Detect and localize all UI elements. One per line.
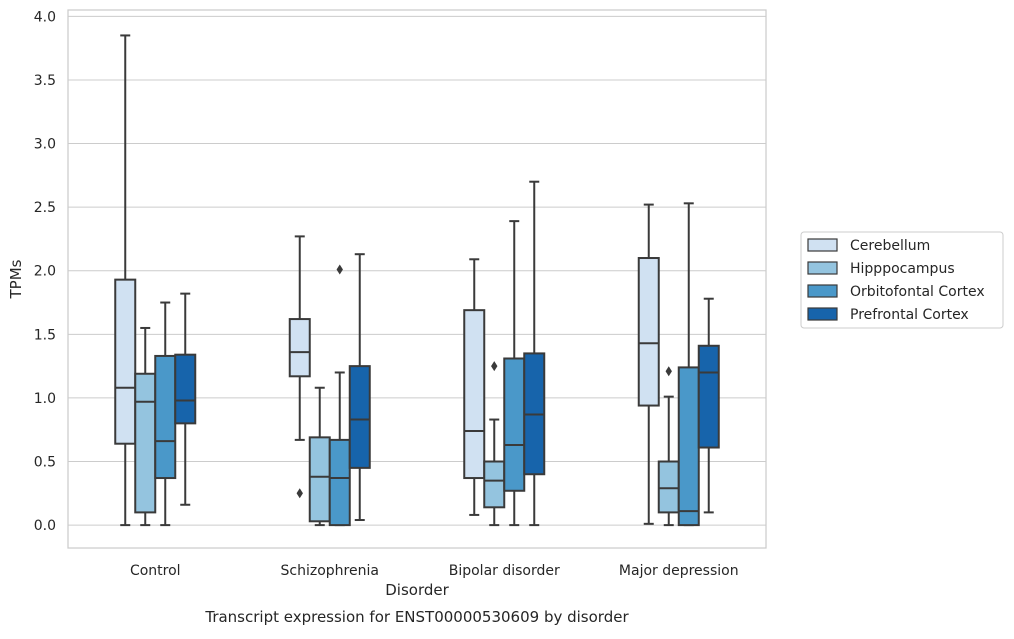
box-hipppocampus — [657, 366, 680, 527]
legend-label: Cerebellum — [850, 238, 930, 254]
legend-swatch — [807, 307, 838, 321]
outlier-point — [296, 488, 303, 499]
box-iqr — [174, 353, 197, 425]
legend-swatch — [807, 261, 838, 275]
box-prefrontal-cortex — [523, 180, 546, 527]
box-iqr — [328, 438, 351, 527]
y-tick-label: 1.5 — [34, 327, 56, 343]
legend-swatch — [807, 284, 838, 298]
legend-label: Orbitofontal Cortex — [850, 284, 985, 300]
box-iqr — [463, 309, 486, 480]
legend-swatch — [807, 238, 838, 252]
box-iqr — [348, 365, 371, 469]
plot-frame — [67, 9, 767, 549]
box-iqr — [677, 366, 700, 527]
y-axis-label: TPMs — [7, 259, 25, 299]
box-cerebellum — [463, 258, 486, 516]
legend-frame — [800, 231, 1004, 329]
x-tick-label: Control — [130, 563, 181, 579]
x-axis-label: Disorder — [385, 581, 449, 599]
box-iqr — [154, 354, 177, 480]
box-iqr — [308, 436, 331, 523]
y-tick-label: 3.5 — [34, 73, 56, 89]
y-axis-ticks: 0.0 0.5 1.0 1.5 2.0 2.5 3.0 3.5 4.0 — [34, 9, 56, 534]
x-tick-label: Major depression — [619, 563, 739, 579]
y-tick-label: 1.0 — [34, 391, 56, 407]
box-series — [114, 34, 720, 527]
y-tick-label: 2.0 — [34, 264, 56, 280]
x-tick-label: Bipolar disorder — [449, 563, 560, 579]
outlier-point — [665, 366, 672, 377]
x-axis-ticks: Control Schizophrenia Bipolar disorder Majo… — [130, 563, 739, 579]
outlier-point — [336, 264, 343, 275]
box-orbitofontal-cortex — [503, 220, 526, 527]
box-prefrontal-cortex — [697, 297, 720, 514]
box-iqr — [697, 344, 720, 449]
box-orbitofontal-cortex — [328, 264, 351, 527]
y-tick-label: 3.0 — [34, 137, 56, 153]
box-cerebellum — [288, 235, 311, 499]
y-tick-label: 4.0 — [34, 9, 56, 25]
box-iqr — [657, 460, 680, 514]
box-iqr — [134, 372, 157, 514]
chart-caption: Transcript expression for ENST0000053060… — [204, 608, 629, 626]
box-iqr — [637, 257, 660, 407]
box-iqr — [483, 460, 506, 509]
y-tick-label: 0.5 — [34, 455, 56, 471]
box-prefrontal-cortex — [348, 253, 371, 522]
legend-label: Prefrontal Cortex — [850, 307, 969, 323]
box-prefrontal-cortex — [174, 292, 197, 506]
box-iqr — [288, 318, 311, 378]
box-hipppocampus — [483, 361, 506, 527]
legend: Cerebellum Hipppocampus Orbitofontal Corte… — [800, 231, 1004, 329]
legend-label: Hipppocampus — [850, 261, 955, 277]
box-iqr — [503, 357, 526, 492]
y-tick-label: 2.5 — [34, 200, 56, 216]
box-iqr — [114, 278, 137, 445]
y-tick-label: 0.0 — [34, 518, 56, 534]
x-tick-label: Schizophrenia — [281, 563, 379, 579]
box-orbitofontal-cortex — [154, 301, 177, 527]
outlier-point — [491, 361, 498, 372]
box-cerebellum — [114, 34, 137, 527]
box-cerebellum — [637, 203, 660, 525]
